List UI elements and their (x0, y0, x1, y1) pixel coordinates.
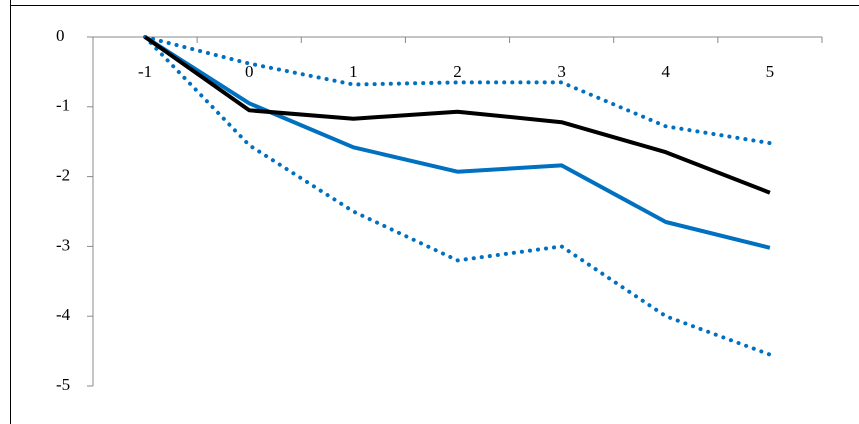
series-line (144, 35, 771, 250)
x-tick-label: -1 (138, 62, 152, 81)
x-tick-label: 0 (245, 62, 254, 81)
x-tick-label: 2 (453, 62, 462, 81)
y-tick-label: -5 (56, 375, 70, 394)
y-tick-label: -1 (56, 96, 70, 115)
x-tick-label: 5 (766, 62, 775, 81)
series-line (143, 35, 771, 195)
y-tick-label: -2 (56, 166, 70, 185)
y-tick-label: -3 (56, 235, 70, 254)
series-line (143, 35, 772, 146)
y-tick-label: -4 (56, 305, 71, 324)
x-tick-label: 1 (349, 62, 358, 81)
x-tick-label: 3 (557, 62, 566, 81)
y-tick-label: 0 (56, 26, 65, 45)
x-tick-label: 4 (662, 62, 671, 81)
series-line (143, 35, 772, 357)
